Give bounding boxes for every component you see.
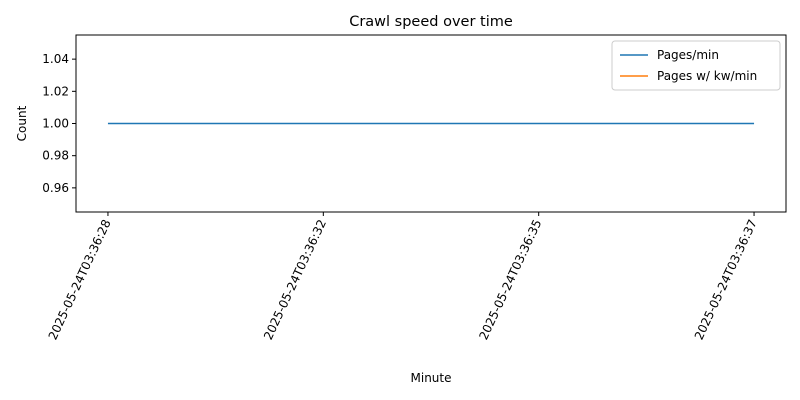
legend: Pages/min Pages w/ kw/min bbox=[611, 40, 781, 91]
y-tick-label: 1.04 bbox=[42, 52, 69, 66]
x-tick-label: 2025-05-24T03:36:32 bbox=[261, 217, 329, 342]
legend-label-0: Pages/min bbox=[657, 48, 719, 62]
y-tick-label: 1.02 bbox=[42, 84, 69, 98]
x-axis-ticks: 2025-05-24T03:36:28 2025-05-24T03:36:32 20… bbox=[46, 212, 760, 342]
y-tick-label: 0.98 bbox=[42, 149, 69, 163]
x-axis-label: Minute bbox=[411, 371, 452, 385]
x-tick-label: 2025-05-24T03:36:28 bbox=[46, 217, 114, 342]
legend-label-1: Pages w/ kw/min bbox=[657, 69, 757, 83]
y-tick-label: 1.00 bbox=[42, 117, 69, 131]
x-tick-label: 2025-05-24T03:36:37 bbox=[692, 217, 760, 342]
chart-title: Crawl speed over time bbox=[349, 14, 513, 30]
y-tick-label: 0.96 bbox=[42, 181, 69, 195]
legend-box bbox=[611, 40, 781, 91]
y-axis-ticks: 0.96 0.98 1.00 1.02 1.04 bbox=[42, 52, 76, 195]
y-axis-label: Count bbox=[15, 105, 29, 141]
x-tick-label: 2025-05-24T03:36:35 bbox=[476, 217, 544, 342]
